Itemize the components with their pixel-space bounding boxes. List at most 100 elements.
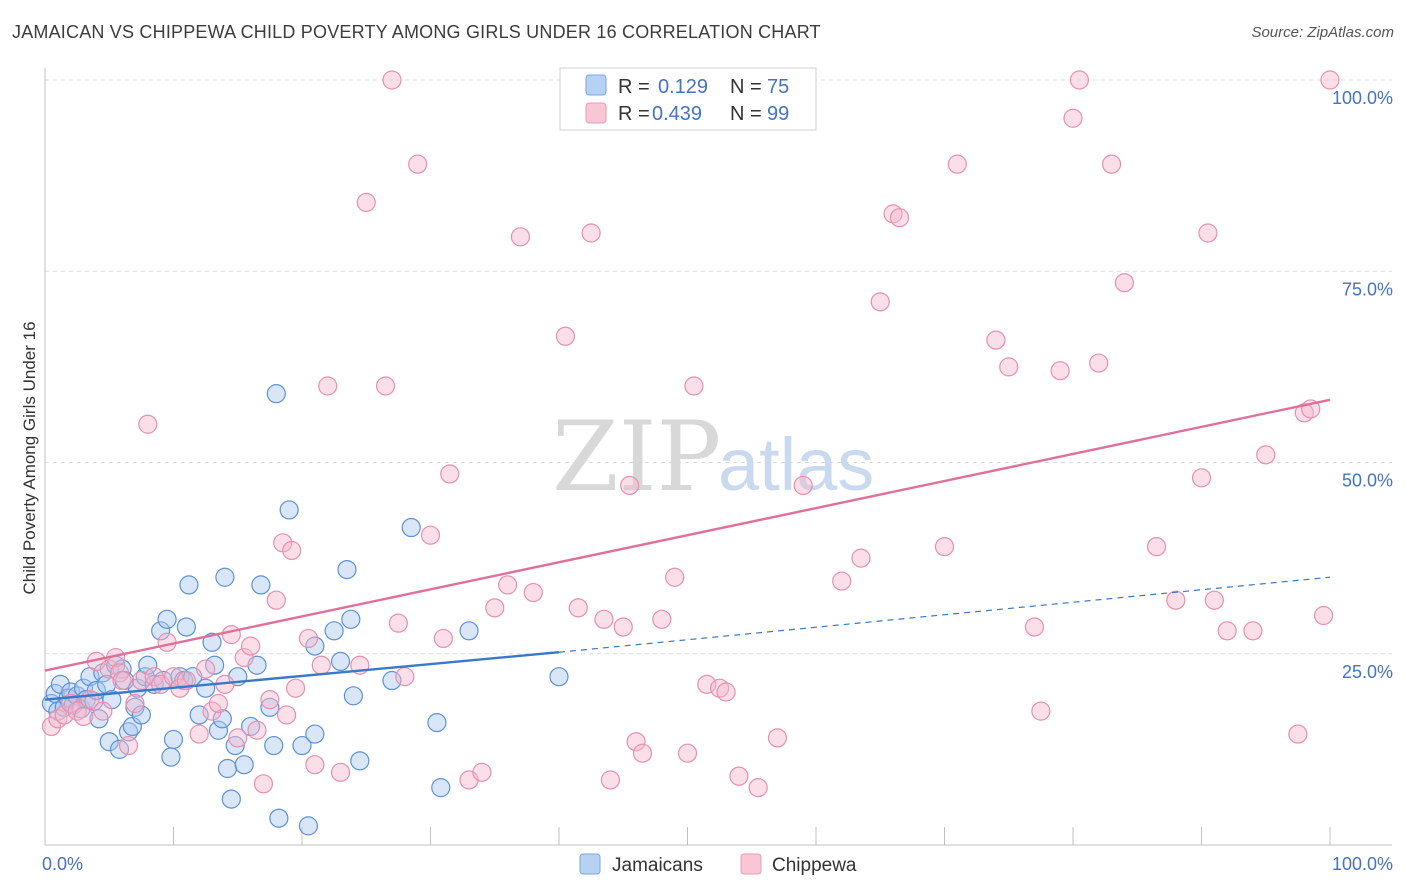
chippewa-point	[1217, 621, 1237, 641]
legend-swatch-chippewa	[585, 102, 607, 124]
chippewa-point	[67, 701, 87, 721]
chippewa-point	[112, 670, 132, 691]
chippewa-point	[285, 678, 306, 698]
x-tick-label-1: 100.0%	[1332, 854, 1393, 874]
trend-lines	[44, 398, 1331, 701]
chippewa-point	[1089, 353, 1109, 373]
chippewa-point	[247, 720, 267, 740]
chippewa-point	[652, 609, 672, 629]
chippewa-point	[1101, 154, 1122, 174]
chippewa-point	[241, 636, 261, 656]
chippewa-point	[498, 575, 518, 595]
chippewa-point	[697, 674, 717, 694]
chippewa-point	[41, 716, 62, 737]
legend-n-value-2: 99	[767, 103, 789, 125]
chippewa-point	[485, 598, 505, 618]
chippewa-point	[144, 667, 164, 687]
jamaicans-point	[427, 712, 447, 733]
chippewa-point	[934, 537, 955, 557]
chippewa-point	[118, 735, 139, 756]
legend-r-value-2: 0.439	[652, 103, 702, 125]
chippewa-point	[138, 414, 158, 434]
chippewa-point	[73, 706, 94, 727]
jamaicans-point	[131, 705, 151, 725]
bottom-legend-chippewa: Chippewa	[772, 855, 857, 876]
jamaicans-point	[341, 609, 361, 629]
jamaicans-point	[217, 758, 238, 779]
chippewa-point	[221, 625, 241, 645]
bottom-swatch-jamaicans	[579, 853, 601, 875]
chippewa-point	[594, 609, 614, 629]
jamaicans-point	[459, 621, 479, 641]
tick-labels: 25.0% 50.0% 75.0% 100.0% 0.0% 100.0%	[42, 88, 1393, 874]
jamaicans-point	[212, 709, 232, 729]
chippewa-point	[1243, 621, 1263, 641]
jamaicans-point	[151, 621, 171, 641]
chippewa-point	[109, 663, 130, 683]
jamaicans-point	[196, 678, 216, 698]
chippewa-point	[1114, 273, 1135, 293]
chippewa-point	[395, 667, 415, 687]
chippewa-point	[1313, 605, 1334, 626]
chippewa-point	[99, 659, 119, 679]
jamaicans-point	[215, 567, 235, 587]
jamaicans-point	[176, 617, 196, 637]
chippewa-point	[253, 774, 274, 794]
chippewa-point	[889, 208, 910, 228]
chippewa-point	[356, 192, 376, 212]
chippewa-point	[568, 598, 588, 618]
jamaicans-point	[234, 755, 254, 775]
chippewa-point	[228, 728, 248, 748]
chippewa-point	[440, 464, 460, 484]
jamaicans-point	[266, 384, 286, 404]
chippewa-point	[1256, 445, 1276, 465]
bottom-swatch-chippewa	[740, 853, 762, 875]
legend-r-value-1: 0.129	[658, 76, 708, 98]
jamaicans-point	[161, 747, 181, 767]
chippewa-point	[420, 525, 441, 545]
chippewa-point	[61, 693, 81, 714]
chippewa-point	[93, 701, 113, 721]
chippewa-point	[626, 732, 646, 752]
bottom-legend: Jamaicans Chippewa	[579, 853, 857, 876]
chippewa-point	[163, 667, 184, 687]
jamaicans-point	[431, 778, 451, 798]
chippewa-point	[999, 357, 1019, 377]
jamaicans-point	[292, 735, 312, 756]
jamaicans-point	[264, 735, 284, 756]
chippewa-point	[1191, 468, 1212, 488]
chippewa-point	[311, 655, 331, 675]
chippewa-point	[157, 632, 177, 652]
bottom-legend-jamaicans: Jamaicans	[612, 855, 703, 876]
chippewa-point	[793, 475, 813, 496]
chippewa-point	[620, 475, 640, 496]
jamaicans-point	[298, 816, 319, 836]
jamaicans-trend-extension	[558, 576, 1331, 653]
chippewa-point	[684, 376, 704, 396]
chippewa-point	[986, 330, 1006, 350]
chippewa-point	[202, 701, 222, 721]
chippewa-point	[375, 376, 396, 396]
jamaicans-point	[225, 735, 245, 756]
jamaicans-point	[221, 789, 241, 809]
jamaicans-point	[179, 575, 199, 595]
chippewa-point	[382, 70, 402, 90]
chippewa-point	[581, 223, 601, 243]
chippewa-point	[234, 647, 254, 668]
chippewa-point	[189, 724, 209, 744]
chippewa-point	[632, 743, 653, 763]
chippewa-point	[208, 693, 229, 714]
chippewa-point	[388, 613, 408, 633]
jamaicans-point	[330, 651, 351, 672]
jamaicans-point	[350, 751, 370, 771]
chippewa-point	[125, 693, 145, 714]
chippewa-point	[832, 571, 852, 591]
chippewa-point	[729, 766, 749, 786]
y-tick-label-0: 25.0%	[1342, 662, 1393, 682]
legend: R = 0.129 N = 75 R = 0.439 N = 99	[559, 67, 817, 131]
chippewa-point	[1063, 108, 1083, 128]
jamaicans-point	[549, 667, 569, 687]
chart-title: JAMAICAN VS CHIPPEWA CHILD POVERTY AMONG…	[12, 22, 821, 42]
y-axis-label: Child Poverty Among Girls Under 16	[20, 321, 39, 594]
